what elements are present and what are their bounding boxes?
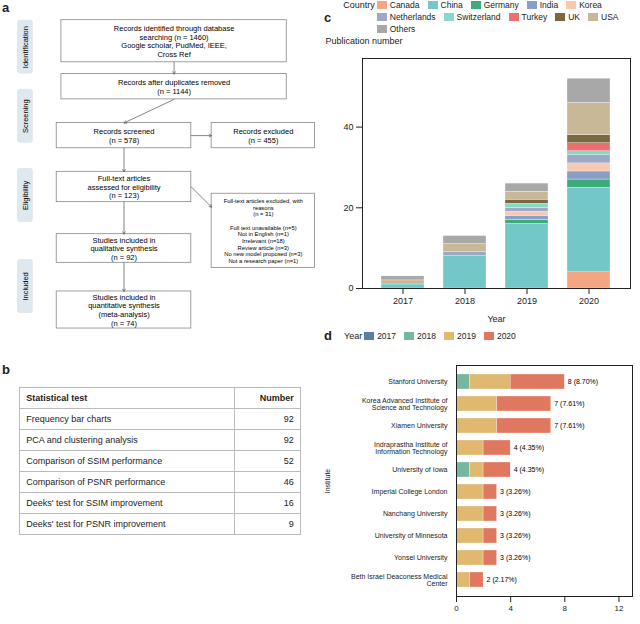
html-text:92: 92 bbox=[283, 435, 294, 445]
html-text:Country: Country bbox=[343, 0, 375, 10]
html-text:Deeks' test for SSIM improveme: Deeks' test for SSIM improvement bbox=[26, 498, 163, 508]
html-text:c: c bbox=[324, 9, 332, 25]
html-text:92: 92 bbox=[283, 414, 294, 424]
svg-text:Full-text articlesassessed for: Full-text articlesassessed for eligibili… bbox=[88, 174, 161, 200]
html-text:46: 46 bbox=[283, 477, 294, 487]
svg-text:Institute: Institute bbox=[324, 469, 331, 494]
svg-text:2019: 2019 bbox=[517, 296, 537, 306]
html-text:a: a bbox=[2, 0, 10, 15]
svg-text:12: 12 bbox=[615, 604, 624, 613]
html-text:Others: Others bbox=[389, 24, 416, 34]
html-text:Number: Number bbox=[259, 393, 294, 403]
html-text:b: b bbox=[2, 362, 10, 377]
html-text:2018: 2018 bbox=[417, 330, 436, 341]
svg-text:0: 0 bbox=[348, 283, 353, 293]
svg-text:2020: 2020 bbox=[579, 296, 599, 306]
html-text:d: d bbox=[324, 328, 332, 343]
html-text:Korea: Korea bbox=[579, 0, 602, 10]
svg-text:Studies included inqualitative: Studies included inqualitative synthesis… bbox=[90, 236, 157, 262]
html-text:2019: 2019 bbox=[457, 330, 476, 341]
html-text:Year: Year bbox=[344, 330, 363, 341]
svg-text:8: 8 bbox=[563, 604, 568, 613]
html-text:India: India bbox=[539, 0, 559, 10]
html-text:52: 52 bbox=[283, 456, 294, 466]
svg-text:Publication number: Publication number bbox=[326, 36, 403, 46]
html-text:USA: USA bbox=[601, 12, 619, 22]
svg-text:20: 20 bbox=[343, 203, 353, 213]
html-text:2017: 2017 bbox=[377, 330, 397, 341]
svg-text:Imperial College London: Imperial College London bbox=[372, 488, 448, 496]
html-text:Germany: Germany bbox=[483, 0, 519, 10]
svg-text:Yonsei University: Yonsei University bbox=[394, 554, 448, 562]
html-text:PCA and clustering analysis: PCA and clustering analysis bbox=[26, 435, 138, 445]
svg-text:3 (3.26%): 3 (3.26%) bbox=[500, 488, 530, 496]
html-text:Deeks' test for PSNR improveme: Deeks' test for PSNR improvement bbox=[26, 519, 166, 529]
svg-text:Eligibility: Eligibility bbox=[21, 181, 30, 210]
svg-text:40: 40 bbox=[343, 122, 353, 132]
svg-text:Identification: Identification bbox=[21, 26, 30, 68]
svg-text:Records identified through dat: Records identified through databasesearc… bbox=[114, 24, 235, 59]
html-text:Comparison of SSIM performance: Comparison of SSIM performance bbox=[26, 456, 163, 466]
svg-text:Records after duplicates remov: Records after duplicates removed(n = 114… bbox=[118, 78, 230, 96]
html-text:Frequency bar charts: Frequency bar charts bbox=[26, 414, 112, 424]
svg-text:Stanford University: Stanford University bbox=[388, 378, 448, 386]
svg-text:0: 0 bbox=[454, 604, 459, 613]
html-text:16: 16 bbox=[283, 498, 294, 508]
svg-text:Studies included inquantitativ: Studies included inquantitative synthesi… bbox=[88, 293, 160, 328]
svg-text:University of Iowa: University of Iowa bbox=[392, 466, 447, 474]
svg-text:7 (7.61%): 7 (7.61%) bbox=[554, 400, 584, 408]
svg-text:2017: 2017 bbox=[393, 296, 413, 306]
svg-text:8 (8.70%): 8 (8.70%) bbox=[568, 378, 598, 386]
svg-text:Xiamen University: Xiamen University bbox=[391, 422, 448, 430]
svg-text:3 (3.26%): 3 (3.26%) bbox=[500, 510, 530, 518]
svg-text:4: 4 bbox=[508, 604, 513, 613]
svg-text:Year: Year bbox=[487, 314, 505, 324]
svg-text:Included: Included bbox=[21, 272, 30, 300]
svg-text:4 (4.35%): 4 (4.35%) bbox=[514, 466, 544, 474]
svg-text:Korea Advanced Institute ofSci: Korea Advanced Institute ofScience and T… bbox=[362, 397, 448, 412]
svg-text:2018: 2018 bbox=[455, 296, 475, 306]
svg-text:Records excluded(n = 455): Records excluded(n = 455) bbox=[233, 127, 293, 145]
svg-text:Full-text articles excluded, w: Full-text articles excluded, withreasons… bbox=[224, 198, 303, 264]
html-text:UK: UK bbox=[568, 12, 580, 22]
html-text:Netherlands: Netherlands bbox=[389, 12, 436, 22]
html-text:2020: 2020 bbox=[496, 330, 516, 341]
svg-text:Screening: Screening bbox=[21, 99, 30, 133]
svg-text:Nanchang University: Nanchang University bbox=[383, 510, 448, 518]
svg-text:University of Minnesota: University of Minnesota bbox=[375, 532, 448, 540]
svg-text:Records screened(n = 578): Records screened(n = 578) bbox=[94, 127, 155, 145]
html-text:Comparison of PSNR performance: Comparison of PSNR performance bbox=[26, 477, 166, 487]
svg-text:7 (7.61%): 7 (7.61%) bbox=[554, 422, 584, 430]
html-text:China: China bbox=[440, 0, 463, 10]
html-text:Statistical test: Statistical test bbox=[26, 393, 88, 403]
svg-text:Beth Israel Deaconess MedicalC: Beth Israel Deaconess MedicalCenter bbox=[351, 573, 448, 587]
svg-text:2 (2.17%): 2 (2.17%) bbox=[487, 576, 517, 584]
svg-text:4 (4.35%): 4 (4.35%) bbox=[514, 444, 544, 452]
svg-text:3 (3.26%): 3 (3.26%) bbox=[500, 532, 530, 540]
svg-text:Indraprastha Institute ofInfor: Indraprastha Institute ofInformation Tec… bbox=[374, 441, 448, 456]
html-text:Canada: Canada bbox=[389, 0, 420, 10]
svg-text:3 (3.26%): 3 (3.26%) bbox=[500, 554, 530, 562]
html-text:9: 9 bbox=[288, 519, 294, 529]
html-text:Turkey: Turkey bbox=[521, 12, 548, 22]
html-text:Switzerland: Switzerland bbox=[456, 12, 501, 22]
